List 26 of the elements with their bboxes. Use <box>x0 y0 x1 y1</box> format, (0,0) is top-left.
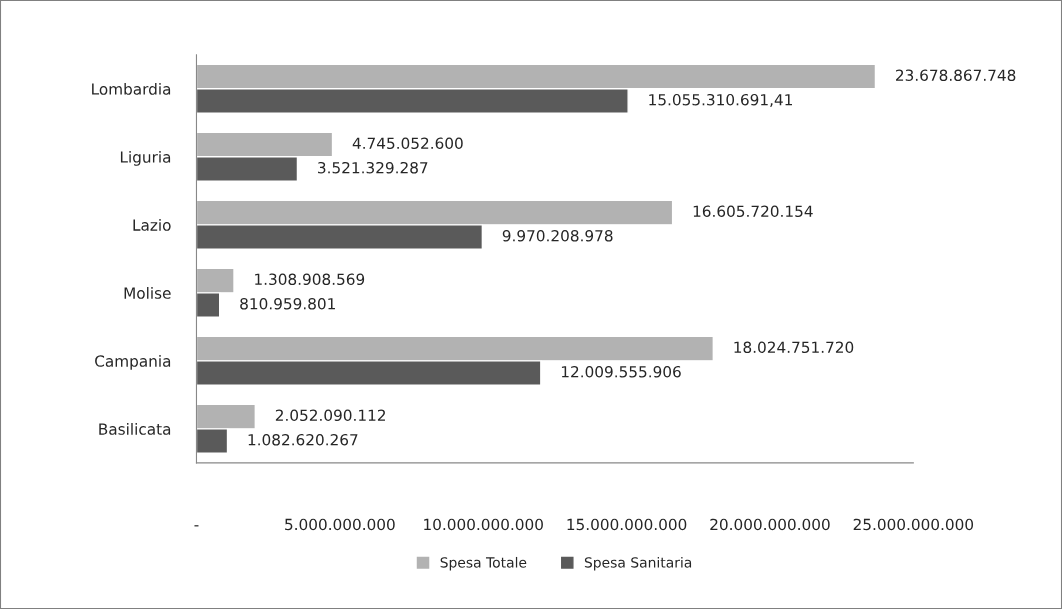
x-tick-label: 15.000.000.000 <box>567 518 687 531</box>
data-label: 4.745.052.600 <box>352 137 463 150</box>
x-tick-label: 5.000.000.000 <box>285 518 395 531</box>
data-label: 1.308.908.569 <box>255 273 365 286</box>
x-tick-label: 25.000.000.000 <box>853 518 974 531</box>
data-label: 15.055.310.691,41 <box>649 93 792 108</box>
y-tick-label: Basilicata <box>99 423 171 435</box>
data-label: 18.024.751.720 <box>734 341 854 354</box>
x-tick-label: 10.000.000.000 <box>424 518 543 531</box>
data-label: 16.605.720.154 <box>693 205 813 218</box>
y-tick-label: Molise <box>124 287 171 299</box>
legend-label: Spesa Totale <box>440 556 527 571</box>
y-tick-label: Liguria <box>120 151 171 166</box>
x-tick-label: - <box>194 525 199 527</box>
data-label: 3.521.329.287 <box>318 161 428 174</box>
data-label: 9.970.208.978 <box>502 229 613 242</box>
data-label: 23.678.867.748 <box>896 69 1016 81</box>
y-tick-label: Lombardia <box>92 83 171 95</box>
legend-label: Spesa Sanitaria <box>584 556 692 571</box>
y-tick-label: Lazio <box>133 219 171 231</box>
data-label: 1.082.620.267 <box>248 433 358 446</box>
x-tick-label: 20.000.000.000 <box>710 518 830 531</box>
data-label: 2.052.090.112 <box>275 409 385 422</box>
y-tick-label: Campania <box>95 355 171 370</box>
data-label: 12.009.555.906 <box>561 365 681 378</box>
data-label: 810.959.801 <box>240 297 335 310</box>
